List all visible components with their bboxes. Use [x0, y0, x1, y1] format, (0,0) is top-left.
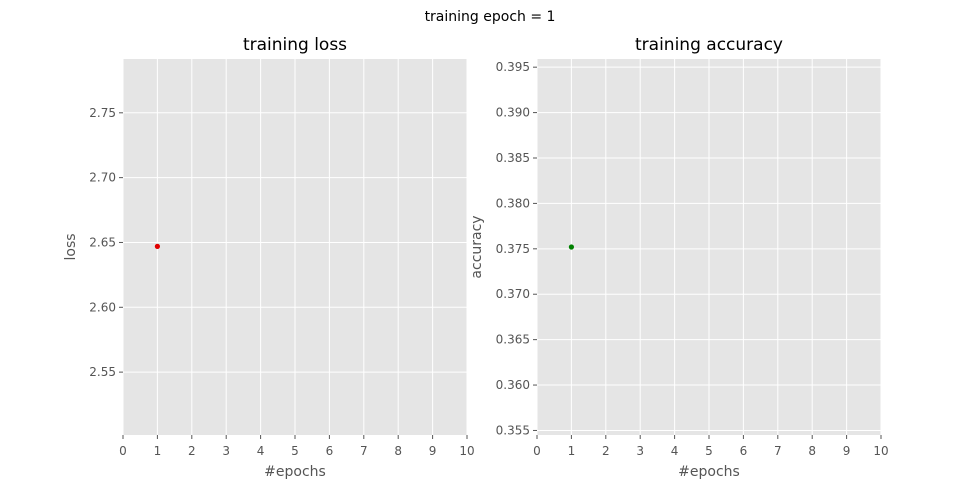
- accuracy-y-tick-label: 0.355: [496, 423, 530, 437]
- accuracy-x-tick-label: 9: [843, 444, 851, 458]
- loss-x-tick-label: 3: [222, 444, 230, 458]
- accuracy-data-point: [568, 244, 575, 250]
- accuracy-x-tick-label: 8: [808, 444, 816, 458]
- loss-grid: [122, 59, 468, 435]
- loss-x-tick-label: 8: [394, 444, 402, 458]
- accuracy-y-tick-label: 0.360: [496, 378, 530, 392]
- loss-ticks: 0 1 2 3 4 5 6 7 8 9 10 2.55 2.60 2.65 2.70 2.75: [89, 106, 474, 458]
- loss-points: [154, 243, 160, 249]
- loss-x-tick-label: 9: [429, 444, 437, 458]
- accuracy-points: [568, 244, 575, 250]
- loss-x-tick-label: 4: [257, 444, 265, 458]
- loss-y-label: loss: [63, 233, 79, 260]
- accuracy-x-tick-label: 4: [671, 444, 679, 458]
- figure-title: training epoch = 1: [425, 9, 556, 25]
- accuracy-x-label: #epochs: [678, 464, 740, 480]
- accuracy-x-tick-label: 7: [774, 444, 782, 458]
- accuracy-y-tick-label: 0.390: [496, 106, 530, 120]
- accuracy-x-tick-label: 1: [568, 444, 576, 458]
- loss-y-tick-label: 2.55: [89, 365, 116, 379]
- accuracy-x-tick-label: 3: [636, 444, 644, 458]
- loss-panel: 0 1 2 3 4 5 6 7 8 9 10 2.55 2.60 2.65 2.70 2.75 trainin…: [63, 35, 475, 480]
- accuracy-y-tick-label: 0.385: [496, 151, 530, 165]
- accuracy-y-tick-label: 0.395: [496, 60, 530, 74]
- loss-title: training loss: [243, 35, 347, 55]
- loss-y-tick-label: 2.60: [89, 300, 116, 314]
- loss-y-tick-label: 2.70: [89, 171, 116, 185]
- accuracy-y-tick-label: 0.370: [496, 287, 530, 301]
- loss-x-tick-label: 6: [326, 444, 334, 458]
- accuracy-x-tick-label: 10: [873, 444, 888, 458]
- accuracy-y-label: accuracy: [469, 215, 485, 278]
- loss-y-tick-label: 2.75: [89, 106, 116, 120]
- accuracy-x-tick-label: 5: [705, 444, 713, 458]
- loss-x-tick-label: 0: [119, 444, 127, 458]
- accuracy-y-tick-label: 0.380: [496, 196, 530, 210]
- loss-x-tick-label: 7: [360, 444, 368, 458]
- accuracy-x-tick-label: 0: [533, 444, 541, 458]
- accuracy-title: training accuracy: [635, 35, 783, 55]
- accuracy-y-tick-label: 0.375: [496, 242, 530, 256]
- loss-x-label: #epochs: [264, 464, 326, 480]
- loss-x-tick-label: 1: [154, 444, 162, 458]
- loss-x-tick-label: 5: [291, 444, 299, 458]
- loss-x-tick-label: 2: [188, 444, 196, 458]
- accuracy-grid: [536, 59, 882, 435]
- accuracy-panel: 0 1 2 3 4 5 6 7 8 9 10 0.355 0.360 0.365 0.370 0.375 0.3…: [469, 35, 889, 480]
- accuracy-x-tick-label: 2: [602, 444, 610, 458]
- loss-y-tick-label: 2.65: [89, 235, 116, 249]
- loss-x-tick-label: 10: [459, 444, 474, 458]
- accuracy-ticks: 0 1 2 3 4 5 6 7 8 9 10 0.355 0.360 0.365 0.370 0.375 0.3…: [496, 60, 889, 458]
- accuracy-y-tick-label: 0.365: [496, 333, 530, 347]
- loss-data-point: [154, 243, 160, 249]
- accuracy-x-tick-label: 6: [740, 444, 748, 458]
